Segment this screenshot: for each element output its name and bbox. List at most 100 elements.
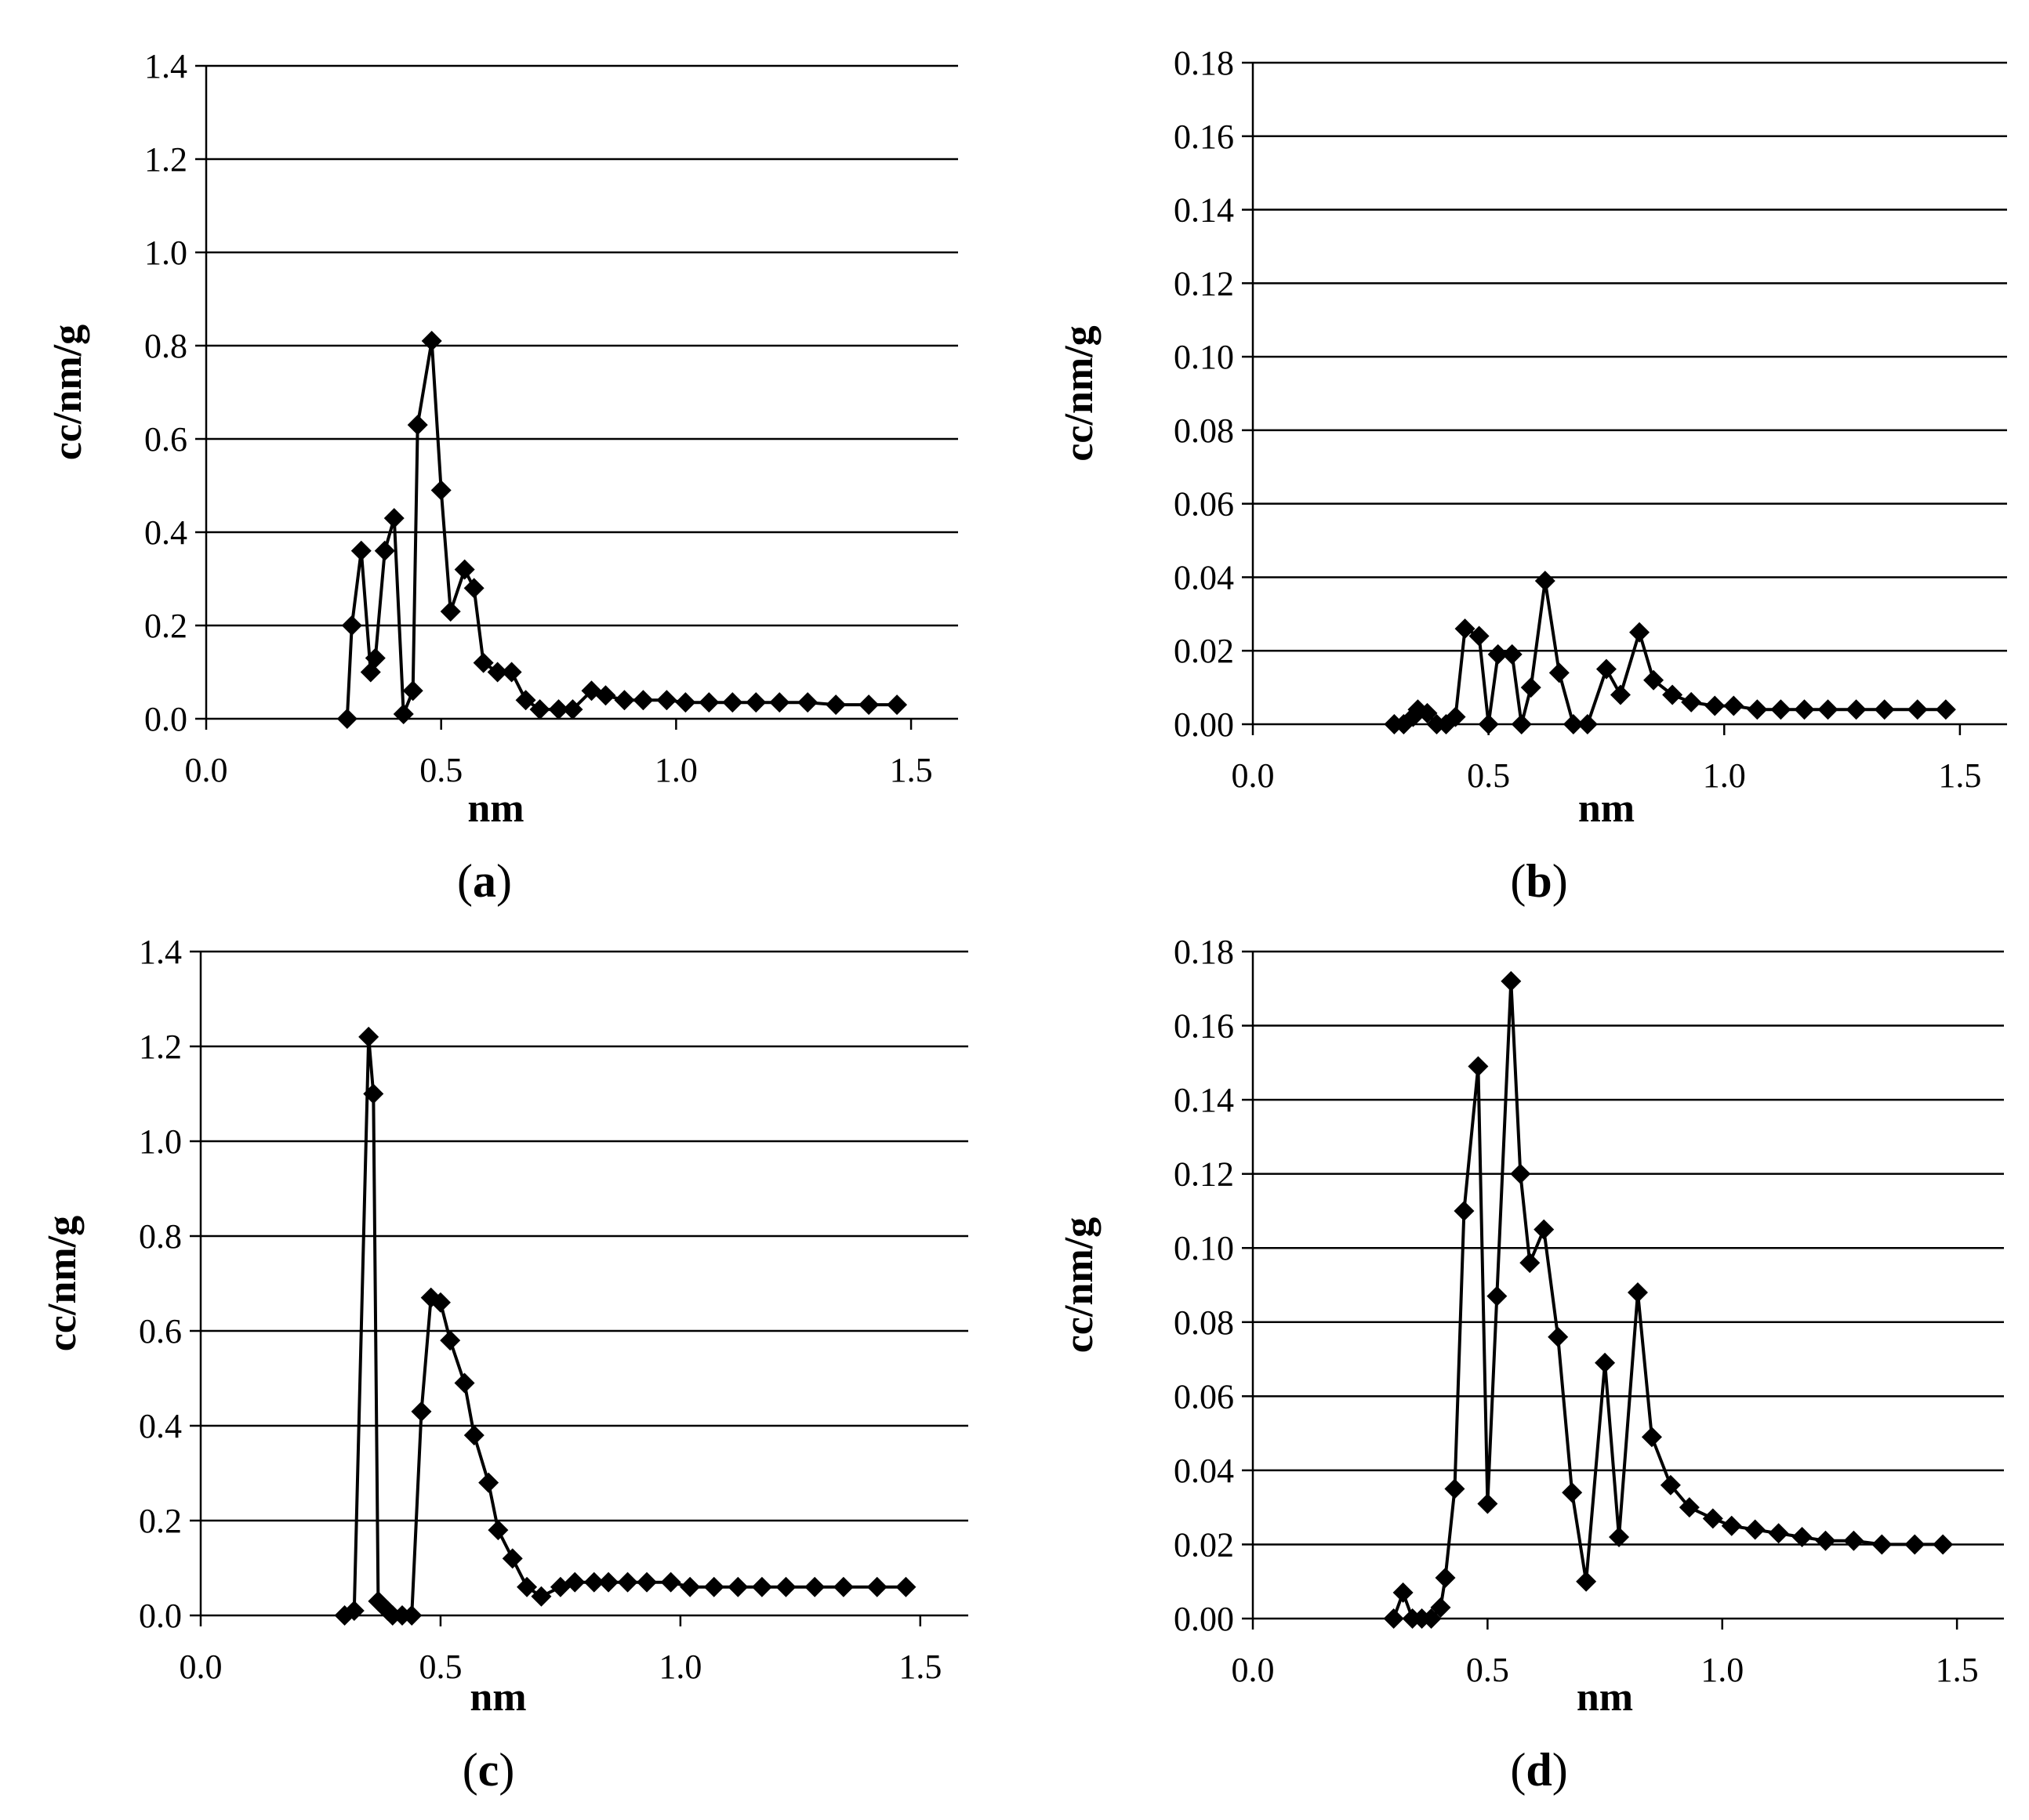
panel-c-data-point [363,1083,384,1104]
panel-d-y-tick-label: 0.02 [1174,1525,1234,1564]
panel-c-data-point [401,1605,423,1626]
panel-b-data-point [1534,571,1555,592]
panel-d-data-point [1702,1508,1723,1529]
panel-d-data-point [1486,1285,1508,1307]
panel-c: 0.00.20.40.60.81.01.21.40.0 0.5 1.0 1.5nmcc… [40,933,968,1796]
panel-b-data-point [1794,699,1815,720]
panel-b-data-point [1846,699,1867,720]
panel-d-data-point [1815,1530,1836,1551]
panel-b-data-point [1548,662,1570,683]
panel-c-data-point [680,1576,701,1597]
panel-c-data-point [478,1472,499,1493]
panel-c-data-point [368,1590,389,1612]
panel-c-data-point [660,1572,681,1593]
panel-b-data-point [1723,695,1744,716]
panel-c-data-point [895,1576,916,1597]
panel-a-data-point [548,699,569,720]
panel-b-x-tick-label: 1.0 [1703,756,1746,795]
panel-a-data-point [858,694,880,716]
panel-b-data-point [1610,684,1631,705]
panel-d-data-point [1871,1534,1893,1555]
panel-d-y-tick-label: 0.12 [1174,1155,1234,1194]
panel-c-x-tick-label: 0.0 [180,1648,223,1686]
panel-a-data-point [614,690,635,711]
panel-b-data-point [1704,695,1726,716]
panel-c-y-tick-label: 1.0 [139,1122,182,1161]
panel-a-data-point [393,704,414,725]
panel-d-data-point [1454,1200,1475,1221]
panel-d-series-line [1392,979,1944,1620]
panel-b-y-tick-label: 0.06 [1174,485,1234,524]
panel-a-data-point [336,709,358,729]
panel-a-data-point [797,692,818,713]
panel-c-data-point [728,1576,749,1597]
panel-b-y-tick-label: 0.10 [1174,338,1234,376]
panel-d-data-point [1444,1478,1465,1499]
panel-a-data-point [463,578,485,599]
panel-c-data-point [583,1572,604,1593]
panel-a-x-tick-label: 1.5 [890,751,933,789]
panel-d-data-point [1534,1219,1555,1240]
panel-a-data-point [365,647,386,669]
panel-d-y-tick-label: 0.00 [1174,1600,1234,1638]
panel-d-data-point [1609,1526,1630,1547]
panel-c-x-axis-label: nm [470,1675,526,1720]
panel-d-y-axis-label: cc/nm/g [1057,1217,1102,1353]
panel-a-y-tick-label: 1.4 [144,47,187,85]
panel-c-data-point [502,1548,523,1569]
panel-a-data-point [595,685,616,706]
panel-d-data-point [1392,1582,1414,1603]
panel-d-data-point [1933,1534,1954,1555]
panel-b-y-tick-label: 0.08 [1174,411,1234,450]
panel-d-data-point [1562,1482,1583,1503]
panel-a-y-tick-label: 0.8 [144,327,187,365]
panel-a-data-point [430,480,452,501]
panel-c-data-point [488,1520,509,1541]
panel-c-data-point [833,1576,854,1597]
panel-b-data-point [1874,699,1895,720]
panel-c-data-point [411,1401,432,1422]
panel-c-caption-open: ( [463,1744,478,1796]
panel-a-caption-open: ( [457,855,473,907]
panel-c-y-tick-label: 0.0 [139,1597,182,1635]
panel-d-data-point [1510,1163,1531,1184]
panel-b-data-point [1501,644,1523,665]
panel-c-series-line [343,1035,906,1617]
panel-b-data-point [1907,699,1928,720]
panel-a-data-point [562,699,583,720]
panel-a-data-point [454,559,475,580]
panel-b-series-line [1394,579,1946,726]
panel-a-data-point [887,694,908,716]
panel-d-data-point [1627,1282,1648,1303]
panel-a-y-axis-label: cc/nm/g [45,324,90,460]
panel-b-data-point [1817,699,1838,720]
panel-a-y-tick-label: 0.6 [144,420,187,459]
panel-b-data-point [1454,618,1475,640]
panel-a-y-tick-label: 0.4 [144,513,187,552]
panel-d-data-point [1435,1567,1456,1588]
panel-a-y-tick-label: 1.0 [144,234,187,272]
panel-a-caption-close: ) [496,855,512,907]
panel-d-x-axis-label: nm [1577,1675,1633,1720]
panel-c-data-point [598,1572,619,1593]
panel-d-x-tick-label: 0.0 [1232,1651,1275,1689]
panel-b-y-tick-label: 0.00 [1174,705,1234,744]
panel-a-data-point [826,694,847,716]
panel-c-data-point [430,1292,451,1313]
panel-c-caption: (c) [463,1744,515,1796]
panel-d-y-tick-label: 0.10 [1174,1229,1234,1267]
panel-d-data-point [1595,1352,1616,1373]
panel-d-caption: (d) [1510,1744,1567,1796]
panel-b-data-point [1520,677,1541,698]
panel-a-x-tick-label: 1.0 [655,751,698,789]
panel-b-data-point [1511,714,1532,734]
panel-d-data-point [1641,1427,1662,1448]
panel-d-data-point [1383,1608,1404,1629]
panel-b: 0.00 0.02 0.04 0.06 0.08 0.10 0.12 0.14 0.16 0.18… [1057,44,2007,907]
panel-c-y-tick-label: 0.2 [139,1502,182,1540]
panel-c-data-point [343,1600,365,1621]
panel-d-data-point [1744,1519,1766,1540]
panel-a-data-point [699,692,720,713]
panel-c-data-point [531,1586,552,1607]
